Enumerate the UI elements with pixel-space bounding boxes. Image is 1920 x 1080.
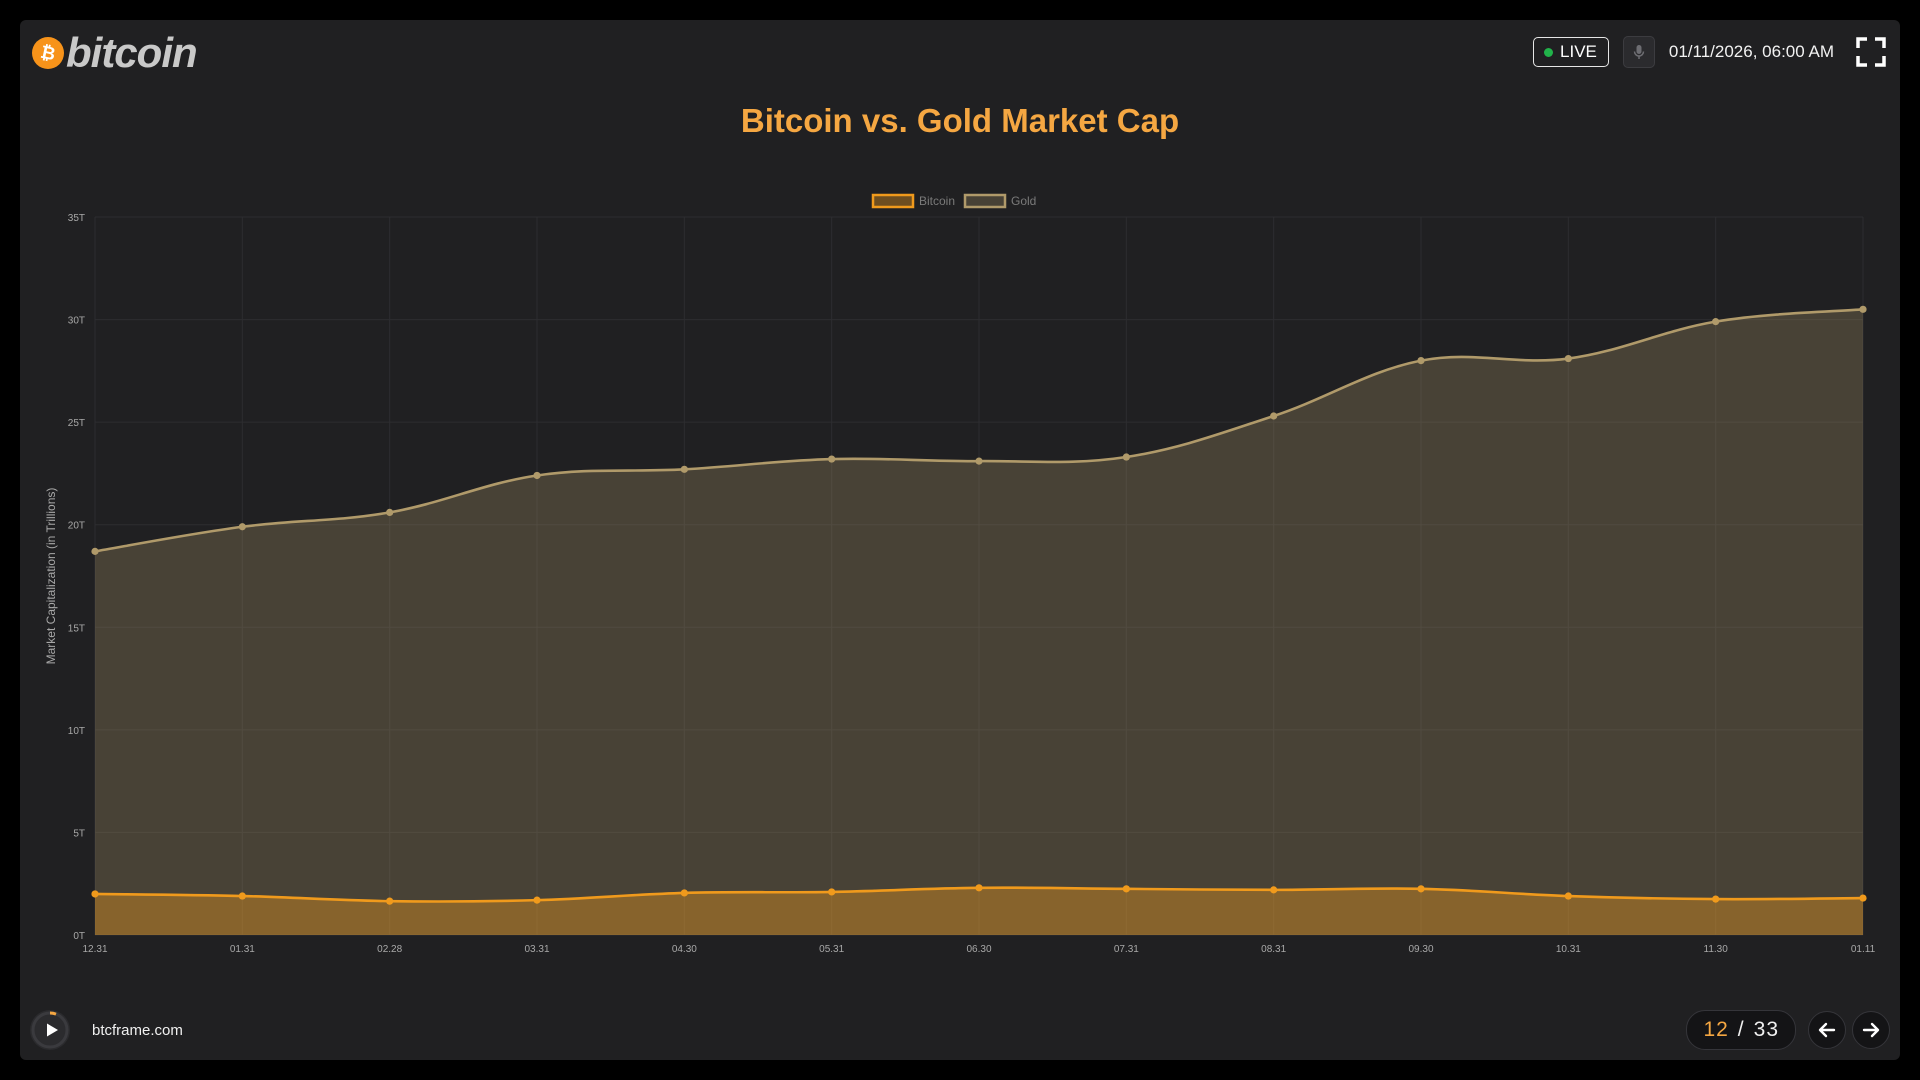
y-tick-label: 10T — [68, 726, 85, 737]
footer-left: btcframe.com — [30, 1010, 183, 1050]
legend-label-bitcoin: Bitcoin — [919, 194, 955, 208]
x-tick-label: 08.31 — [1261, 944, 1286, 955]
bitcoin-point — [533, 896, 541, 904]
gold-point — [1712, 318, 1720, 326]
y-tick-label: 20T — [68, 521, 85, 532]
legend-swatch-bitcoin — [871, 193, 915, 209]
arrow-right-icon — [1862, 1022, 1880, 1038]
current-datetime: 01/11/2026, 06:00 AM — [1668, 42, 1834, 61]
gold-point — [1270, 412, 1278, 420]
page-indicator: 12 / 33 — [1686, 1010, 1796, 1050]
y-tick-label: 30T — [68, 316, 85, 327]
x-tick-label: 10.31 — [1556, 944, 1581, 955]
gold-point — [91, 547, 99, 555]
x-tick-label: 12.31 — [82, 944, 107, 955]
live-badge[interactable]: LIVE — [1533, 37, 1609, 67]
x-tick-label: 05.31 — [819, 944, 844, 955]
play-button[interactable] — [30, 1010, 70, 1050]
gold-point — [828, 455, 836, 463]
gold-point — [680, 465, 688, 473]
bitcoin-point — [975, 884, 983, 892]
y-tick-label: 15T — [68, 623, 85, 634]
gold-point — [1564, 354, 1572, 363]
next-button[interactable] — [1852, 1011, 1890, 1049]
page-total: 33 — [1753, 1018, 1779, 1041]
x-tick-label: 09.30 — [1408, 944, 1433, 955]
gold-point — [1417, 357, 1425, 365]
microphone-button[interactable] — [1622, 36, 1655, 68]
bitcoin-logo: ₿ bitcoin — [32, 29, 198, 76]
bitcoin-point — [828, 888, 836, 896]
bitcoin-point — [1712, 895, 1720, 903]
arrow-left-icon — [1818, 1022, 1836, 1038]
bitcoin-point — [386, 897, 394, 905]
x-tick-label: 04.30 — [672, 944, 697, 955]
y-tick-label: 35T — [68, 213, 85, 224]
gold-point — [238, 523, 246, 531]
gold-point — [386, 508, 394, 517]
bitcoin-point — [680, 889, 688, 897]
bitcoin-point — [1270, 886, 1278, 894]
y-tick-label: 0T — [73, 931, 85, 942]
bitcoin-point — [91, 890, 99, 898]
site-link[interactable]: btcframe.com — [92, 1021, 183, 1039]
chart-title: Bitcoin vs. Gold Market Cap — [740, 102, 1180, 139]
market-cap-chart: 0T 5T 10T 15T 20T 25T 30T 35T 12.31 01.31 02.28 03.… — [44, 193, 1876, 955]
gold-point — [975, 457, 983, 465]
logo-text: bitcoin — [66, 29, 198, 76]
x-tick-label: 03.31 — [524, 944, 549, 955]
gold-point — [1859, 305, 1867, 313]
gold-area — [95, 309, 1863, 935]
bitcoin-area — [95, 887, 1863, 935]
x-tick-label: 11.30 — [1704, 944, 1729, 955]
play-icon — [46, 1023, 58, 1037]
page-separator: / — [1737, 1018, 1745, 1041]
bitcoin-point — [1417, 885, 1425, 893]
live-label: LIVE — [1560, 42, 1597, 61]
fullscreen-icon[interactable] — [1856, 37, 1886, 67]
legend-swatch-gold — [963, 193, 1007, 209]
x-tick-label: 02.28 — [377, 944, 402, 955]
live-dot-icon — [1544, 47, 1554, 57]
x-tick-label: 06.30 — [966, 944, 991, 955]
x-tick-label: 01.11 — [1851, 944, 1876, 955]
x-tick-label: 01.31 — [230, 944, 255, 955]
y-tick-label: 25T — [68, 418, 85, 429]
bitcoin-coin-icon: ₿ — [32, 37, 64, 69]
prev-button[interactable] — [1808, 1011, 1846, 1049]
pagination: 12 / 33 — [1686, 1010, 1890, 1050]
page-current: 12 — [1703, 1018, 1729, 1041]
gold-point — [533, 471, 541, 480]
progress-ring — [31, 1011, 69, 1049]
microphone-icon — [1633, 45, 1645, 59]
y-tick-label: 5T — [73, 828, 85, 839]
legend-label-gold: Gold — [1011, 194, 1036, 208]
bitcoin-point — [1122, 885, 1130, 893]
bitcoin-point — [238, 892, 246, 900]
top-controls: LIVE 01/11/2026, 06:00 AM — [1533, 32, 1886, 72]
dashboard-frame: ₿ bitcoin LIVE 01/11/2026, 06:00 AM Bitc… — [20, 20, 1900, 1060]
svg-text:₿: ₿ — [39, 42, 58, 64]
bitcoin-point — [1859, 894, 1867, 902]
gold-point — [1122, 453, 1130, 461]
bitcoin-point — [1564, 892, 1572, 900]
y-axis-label: Market Capitalization (in Trillions) — [44, 488, 58, 665]
x-tick-label: 07.31 — [1114, 944, 1139, 955]
